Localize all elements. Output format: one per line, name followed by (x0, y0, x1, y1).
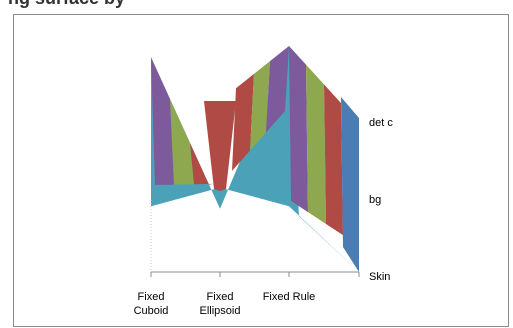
x-tick-label-line: Ellipsoid (200, 305, 241, 317)
surface-chart: Fixed Cuboid Fixed Ellipsoid Fixed Rule det … (134, 46, 393, 317)
x-tick-label: Fixed Rule (263, 291, 316, 303)
band-left-3 (190, 142, 213, 185)
band-valley-red (204, 101, 236, 191)
band-right-2 (250, 61, 270, 151)
depth-axis-label: bg (369, 194, 381, 206)
x-tick-label-line: Fixed (207, 291, 234, 303)
depth-axis-label: Skin (369, 271, 390, 283)
band-right-3 (266, 46, 289, 133)
band-left-1 (151, 57, 174, 185)
x-tick-label-line: Cuboid (134, 305, 169, 317)
x-axis-labels: Fixed Cuboid Fixed Ellipsoid Fixed Rule (134, 291, 316, 317)
x-tick-label-line: Fixed Rule (263, 291, 316, 303)
axis-lines (150, 200, 360, 277)
x-tick-label-line: Fixed (138, 291, 165, 303)
band-desc-3 (324, 84, 343, 236)
x-tick-label: Fixed Ellipsoid (200, 291, 241, 317)
title-strip: ng surface by (0, 0, 513, 12)
band-right-1 (232, 73, 254, 171)
band-left-2 (170, 98, 194, 185)
x-tick-label: Fixed Cuboid (134, 291, 169, 317)
band-desc-1 (289, 46, 308, 213)
chart-title-fragment: ng surface by (8, 0, 125, 9)
depth-axis-labels: det c bg Skin (369, 117, 393, 283)
chart-area: Fixed Cuboid Fixed Ellipsoid Fixed Rule det … (13, 14, 509, 327)
band-desc-2 (306, 64, 326, 224)
depth-axis-label: det c (369, 117, 393, 129)
blue-side-face (341, 97, 359, 272)
surface-plot (151, 46, 359, 272)
teal-face (151, 46, 359, 272)
